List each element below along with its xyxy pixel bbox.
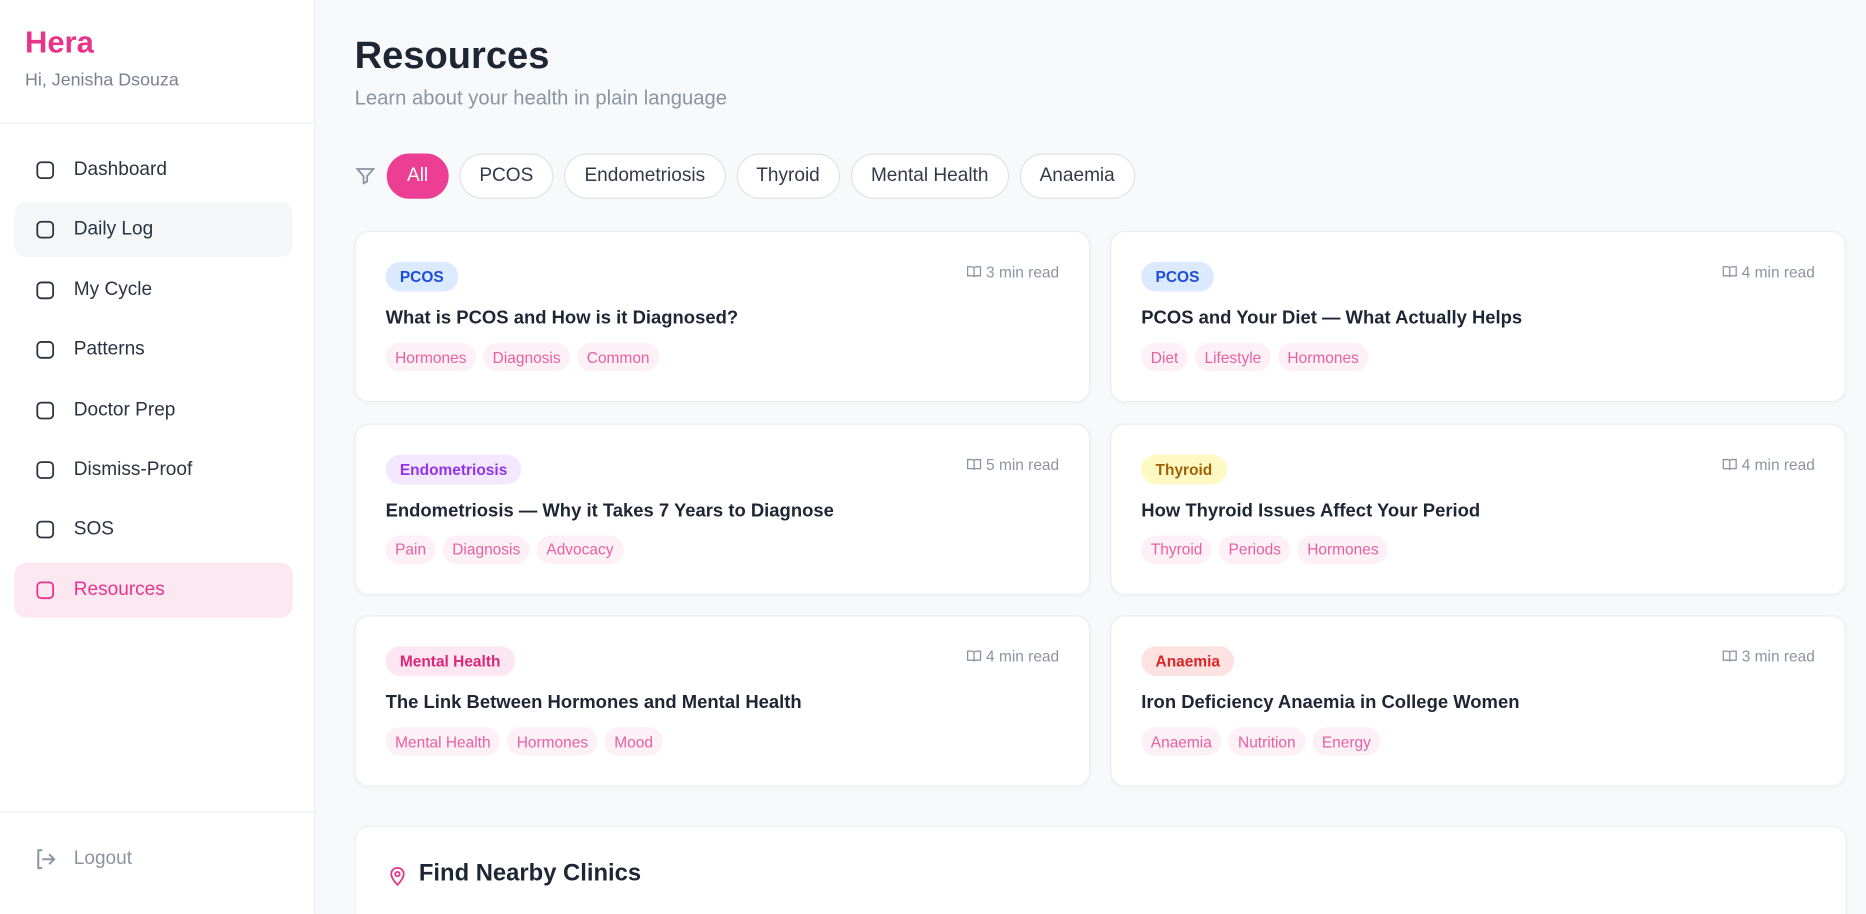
nav-label: Daily Log — [73, 219, 154, 240]
article-card[interactable]: Anaemia 3 min read Iron Deficiency Anaemia… — [1110, 615, 1846, 787]
logout[interactable]: Logout — [14, 832, 292, 887]
category-badge: PCOS — [1141, 261, 1214, 292]
tag: Diet — [1141, 342, 1188, 372]
read-time-text: 4 min read — [1741, 455, 1815, 474]
tag-list: Anaemia Nutrition Energy — [1141, 727, 1381, 756]
tag: Diagnosis — [483, 342, 571, 372]
nav-item[interactable]: My Cycle — [14, 263, 292, 318]
category-badge: Mental Health — [385, 646, 515, 676]
logout-label: Logout — [73, 848, 133, 869]
divider — [0, 811, 315, 813]
article-card[interactable]: Thyroid 4 min read How Thyroid Issues Affe… — [1110, 423, 1846, 595]
nav-label: My Cycle — [73, 279, 153, 300]
category-badge: Endometriosis — [385, 454, 522, 484]
article-title: The Link Between Hormones and Mental Hea… — [385, 692, 802, 713]
filters: All PCOS Endometriosis Thyroid Mental Health… — [355, 153, 1135, 199]
tag-list: Pain Diagnosis Advocacy — [385, 534, 623, 564]
article-card[interactable]: PCOS 3 min read What is PCOS and How is it… — [354, 230, 1091, 403]
tag: Diagnosis — [442, 534, 530, 564]
tag-list: Diet Lifestyle Hormones — [1141, 342, 1369, 372]
clinics-title: Find Nearby Clinics — [418, 860, 642, 887]
article-card[interactable]: Mental Health 4 min read The Link Between … — [354, 615, 1091, 787]
filter-chip[interactable]: PCOS — [459, 153, 554, 199]
read-time: 4 min read — [1722, 455, 1815, 473]
tag: Hormones — [1297, 534, 1389, 564]
nav-item[interactable]: Dismiss-Proof — [14, 443, 292, 498]
read-time: 5 min read — [966, 455, 1059, 473]
read-time-text: 4 min read — [986, 647, 1060, 666]
filter-chip[interactable]: Anaemia — [1019, 153, 1135, 199]
read-time: 3 min read — [1722, 647, 1815, 665]
tag: Anaemia — [1141, 727, 1222, 756]
tag: Periods — [1219, 534, 1291, 564]
nav-label: Doctor Prep — [73, 399, 176, 420]
read-time-text: 4 min read — [1741, 263, 1815, 281]
read-time-text: 5 min read — [986, 455, 1060, 474]
category-badge: PCOS — [385, 261, 458, 292]
nav-item[interactable]: SOS — [14, 503, 292, 558]
tag-list: Hormones Diagnosis Common — [385, 342, 660, 372]
article-card[interactable]: PCOS 4 min read PCOS and Your Diet — What … — [1110, 230, 1846, 403]
filter-chip[interactable]: All — [386, 153, 449, 199]
article-title: Endometriosis — Why it Takes 7 Years to … — [385, 500, 834, 521]
nav-item[interactable]: Doctor Prep — [14, 383, 292, 438]
tag: Hormones — [507, 727, 598, 756]
nav-item[interactable]: Dashboard — [14, 143, 292, 198]
tag: Thyroid — [1141, 534, 1212, 564]
tag: Mental Health — [385, 727, 501, 756]
read-time: 3 min read — [966, 263, 1059, 281]
tag: Pain — [385, 534, 436, 564]
filter-chip[interactable]: Mental Health — [850, 153, 1009, 199]
tag: Energy — [1312, 727, 1381, 756]
nav-label: Dashboard — [73, 159, 167, 180]
read-time-text: 3 min read — [1741, 647, 1815, 666]
nav-label: Resources — [73, 579, 165, 600]
greeting: Hi, Jenisha Dsouza — [24, 70, 179, 91]
category-badge: Thyroid — [1141, 454, 1227, 484]
article-title: What is PCOS and How is it Diagnosed? — [385, 308, 739, 329]
page-title: Resources — [354, 33, 550, 77]
article-title: How Thyroid Issues Affect Your Period — [1141, 500, 1481, 521]
tag: Hormones — [1277, 342, 1369, 372]
read-time: 4 min read — [966, 647, 1059, 665]
page-subtitle: Learn about your health in plain languag… — [354, 86, 727, 110]
clinics-card: Find Nearby Clinics — [354, 825, 1847, 914]
article-title: PCOS and Your Diet — What Actually Helps — [1141, 308, 1523, 329]
nav-label: Patterns — [73, 339, 145, 360]
filter-chip[interactable]: Endometriosis — [564, 153, 726, 199]
nav-label: Dismiss-Proof — [73, 459, 193, 480]
article-title: Iron Deficiency Anaemia in College Women — [1141, 692, 1520, 713]
divider — [0, 122, 315, 124]
read-time: 4 min read — [1722, 263, 1815, 281]
tag-list: Mental Health Hormones Mood — [385, 727, 663, 756]
tag: Mood — [604, 727, 663, 756]
tag: Advocacy — [536, 534, 623, 564]
tag: Hormones — [385, 342, 476, 372]
nav-item[interactable]: Resources — [14, 562, 293, 618]
filter-chip[interactable]: Thyroid — [736, 153, 841, 199]
nav-item[interactable]: Daily Log — [14, 202, 293, 258]
category-badge: Anaemia — [1141, 646, 1235, 676]
tag: Common — [577, 342, 660, 372]
sidebar: Hera Hi, Jenisha Dsouza Dashboard Daily L… — [0, 0, 316, 914]
tag: Nutrition — [1228, 727, 1306, 756]
article-card[interactable]: Endometriosis 5 min read Endometriosis — W… — [354, 423, 1091, 595]
nav-item[interactable]: Patterns — [14, 323, 292, 378]
tag-list: Thyroid Periods Hormones — [1141, 534, 1389, 564]
nav-label: SOS — [73, 519, 115, 540]
read-time-text: 3 min read — [986, 263, 1060, 281]
tag: Lifestyle — [1194, 342, 1271, 372]
brand: Hera — [24, 23, 94, 60]
